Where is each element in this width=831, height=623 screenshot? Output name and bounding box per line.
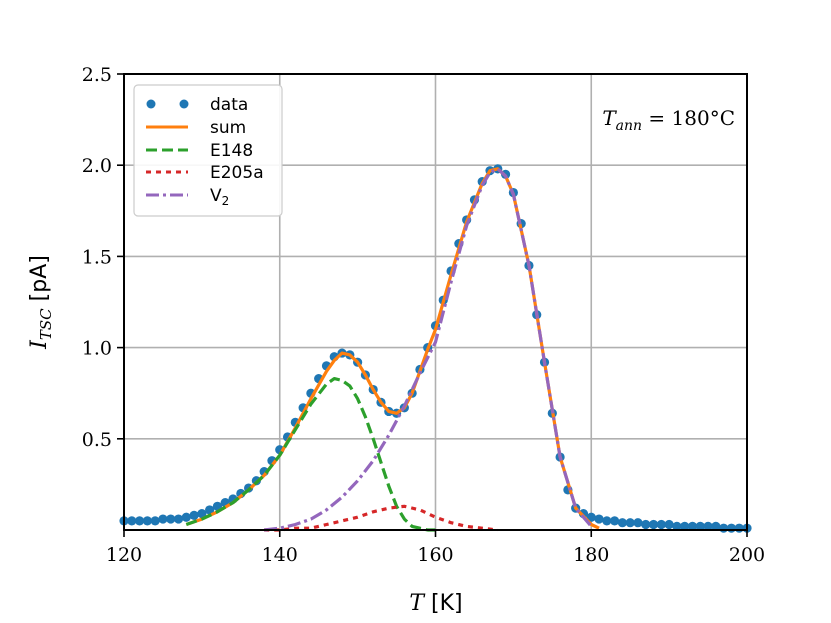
data-point (134, 516, 145, 526)
x-tick-label: 200 (729, 544, 765, 566)
annotation-rest: = 180°C (642, 106, 735, 130)
legend-label-e148: E148 (210, 141, 253, 161)
series-line-e205a (264, 504, 498, 532)
data-point (205, 505, 215, 515)
legend-marker-data (146, 99, 156, 109)
legend-marker-data (179, 99, 189, 109)
x-tick-label: 120 (106, 544, 142, 566)
data-point (672, 521, 682, 531)
data-point (610, 516, 620, 526)
y-axis-label-unit: [pA] (27, 255, 52, 301)
data-point (173, 514, 184, 524)
legend-item-v2: V2 (146, 186, 229, 208)
legend-item-e205a: E205a (146, 163, 264, 183)
data-point (189, 510, 199, 521)
data-point (703, 521, 713, 531)
data-point (594, 514, 604, 524)
axis-ticks: 120 140 160 180 200 0.5 1.0 1.5 2.0 2.5 (82, 64, 765, 566)
x-axis-label-unit: [K] (431, 591, 463, 616)
y-tick-label: 1.0 (82, 338, 112, 360)
legend-label-data: data (210, 95, 248, 115)
x-tick-label: 160 (417, 544, 453, 566)
data-point (641, 519, 651, 530)
y-axis-label: ITSC [pA] (27, 255, 55, 350)
legend-label-sum: sum (210, 118, 246, 138)
y-axis-label-main: I (27, 339, 52, 350)
x-tick-label: 180 (573, 544, 609, 566)
legend-label-v2: V2 (210, 186, 229, 208)
data-point (166, 514, 176, 524)
legend-item-sum: sum (146, 118, 246, 138)
legend: data sum E148 E205a V2 (133, 84, 283, 217)
data-point (158, 514, 168, 524)
plot-area (119, 164, 752, 533)
series-line-e148 (185, 377, 436, 532)
legend-label-v2-main: V (210, 186, 222, 206)
data-point (664, 519, 674, 530)
legend-label-e205a: E205a (210, 163, 264, 183)
data-point (625, 518, 635, 528)
data-point (687, 521, 698, 531)
legend-label-v2-sub: 2 (222, 194, 230, 208)
y-tick-label: 2.0 (82, 155, 112, 177)
annotation-sub: ann (616, 118, 642, 134)
legend-box (133, 84, 283, 217)
series-line-sum (185, 167, 600, 530)
data-point (617, 518, 628, 528)
x-tick-label: 140 (262, 544, 298, 566)
annealing-annotation: Tann = 180°C (602, 106, 735, 134)
data-point (127, 516, 137, 526)
legend-item-data: data (146, 95, 248, 115)
x-axis-label: T [K] (409, 591, 462, 616)
legend-item-e148: E148 (146, 141, 253, 161)
data-point (586, 512, 596, 522)
data-point (648, 519, 659, 530)
annotation-main: T (602, 106, 617, 130)
y-tick-label: 1.5 (82, 246, 112, 268)
data-point (142, 516, 152, 526)
data-point (602, 516, 612, 526)
y-tick-label: 2.5 (82, 64, 112, 86)
data-point (656, 519, 666, 530)
data-point (711, 521, 721, 531)
data-point (181, 512, 191, 522)
data-point (695, 521, 705, 531)
data-point (197, 508, 207, 519)
y-tick-label: 0.5 (82, 429, 112, 451)
x-axis-label-main: T (409, 591, 426, 616)
data-point (680, 521, 690, 531)
series-line-v (264, 167, 593, 532)
y-axis-label-sub: TSC (37, 308, 55, 340)
data-point (150, 516, 160, 526)
data-point (633, 518, 643, 528)
